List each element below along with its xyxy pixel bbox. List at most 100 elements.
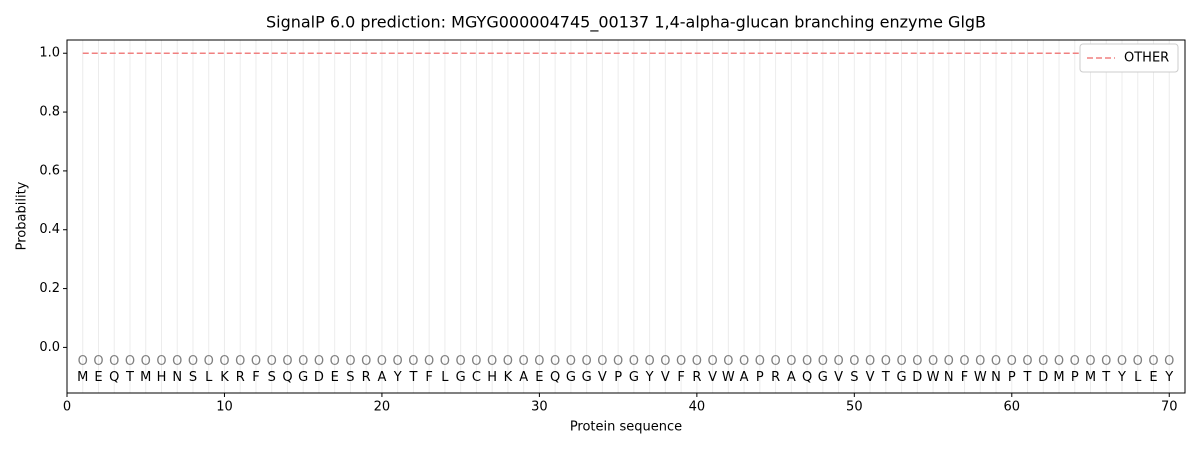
predicted-label: O — [786, 354, 796, 369]
predicted-label: O — [141, 354, 151, 369]
predicted-label: O — [156, 354, 166, 369]
residue: D — [1038, 370, 1048, 385]
y-tick-label: 0.0 — [39, 340, 60, 355]
x-tick-label: 50 — [846, 400, 863, 415]
predicted-label: O — [1101, 354, 1111, 369]
predicted-label: O — [818, 354, 828, 369]
predicted-label: O — [959, 354, 969, 369]
predicted-label: O — [298, 354, 308, 369]
residue: F — [677, 370, 684, 385]
residue: H — [487, 370, 497, 385]
residue: A — [519, 370, 528, 385]
residue: Q — [109, 370, 119, 385]
residue: E — [331, 370, 339, 385]
residue: M — [140, 370, 151, 385]
predicted-label: O — [833, 354, 843, 369]
residue: K — [220, 370, 229, 385]
predicted-label: O — [928, 354, 938, 369]
residue: G — [818, 370, 828, 385]
predicted-label: O — [487, 354, 497, 369]
predicted-label: O — [1117, 354, 1127, 369]
residue: Q — [550, 370, 560, 385]
residue: E — [94, 370, 102, 385]
residue: A — [377, 370, 386, 385]
predicted-label: O — [739, 354, 749, 369]
residue: G — [298, 370, 308, 385]
residue: V — [598, 370, 607, 385]
residue: A — [740, 370, 749, 385]
predicted-label: O — [991, 354, 1001, 369]
residue: G — [629, 370, 639, 385]
predicted-label: O — [912, 354, 922, 369]
predicted-label: O — [1085, 354, 1095, 369]
residue: M — [77, 370, 88, 385]
residue: T — [881, 370, 890, 385]
residue: T — [125, 370, 134, 385]
x-axis-label: Protein sequence — [570, 420, 682, 435]
residue: N — [172, 370, 182, 385]
residue: S — [268, 370, 276, 385]
residue: K — [504, 370, 513, 385]
residue: R — [362, 370, 371, 385]
residue: Y — [393, 370, 402, 385]
x-tick-label: 0 — [63, 400, 71, 415]
residue: S — [189, 370, 197, 385]
residue: N — [944, 370, 954, 385]
predicted-label: O — [1133, 354, 1143, 369]
residue: L — [205, 370, 213, 385]
residue: T — [408, 370, 417, 385]
residue: R — [236, 370, 245, 385]
predicted-label: O — [1164, 354, 1174, 369]
residue: M — [1053, 370, 1064, 385]
residue: H — [157, 370, 167, 385]
residue: T — [1101, 370, 1110, 385]
residue: D — [314, 370, 324, 385]
predicted-label: O — [550, 354, 560, 369]
predicted-label: O — [660, 354, 670, 369]
chart-title: SignalP 6.0 prediction: MGYG000004745_00… — [266, 13, 986, 33]
residue: V — [866, 370, 875, 385]
residue: Q — [802, 370, 812, 385]
predicted-label: O — [1148, 354, 1158, 369]
residue: E — [1149, 370, 1157, 385]
residue: V — [708, 370, 717, 385]
residue: N — [991, 370, 1001, 385]
predicted-label: O — [865, 354, 875, 369]
predicted-label: O — [770, 354, 780, 369]
residue: M — [1085, 370, 1096, 385]
predicted-label: O — [172, 354, 182, 369]
predicted-label: O — [125, 354, 135, 369]
predicted-label: O — [755, 354, 765, 369]
predicted-label: O — [251, 354, 261, 369]
residue: G — [897, 370, 907, 385]
residue: S — [850, 370, 858, 385]
predicted-label: O — [345, 354, 355, 369]
y-tick-label: 0.6 — [39, 163, 60, 178]
predicted-label: O — [408, 354, 418, 369]
predicted-label: O — [629, 354, 639, 369]
x-tick-label: 30 — [531, 400, 548, 415]
predicted-label: O — [188, 354, 198, 369]
predicted-label: O — [707, 354, 717, 369]
predicted-label: O — [692, 354, 702, 369]
predicted-label: O — [676, 354, 686, 369]
predicted-label: O — [849, 354, 859, 369]
residue: G — [456, 370, 466, 385]
predicted-label: O — [1022, 354, 1032, 369]
residue: R — [771, 370, 780, 385]
legend-label: OTHER — [1124, 51, 1169, 66]
residue: P — [1008, 370, 1016, 385]
residue: Y — [645, 370, 654, 385]
predicted-label: O — [440, 354, 450, 369]
predicted-label: O — [471, 354, 481, 369]
predicted-label: O — [204, 354, 214, 369]
residue: L — [441, 370, 449, 385]
predicted-label: O — [219, 354, 229, 369]
y-axis-label: Probability — [15, 181, 30, 250]
legend-box — [1079, 43, 1179, 73]
residue: Q — [282, 370, 292, 385]
predicted-label: O — [109, 354, 119, 369]
residue: C — [472, 370, 481, 385]
residue: G — [566, 370, 576, 385]
